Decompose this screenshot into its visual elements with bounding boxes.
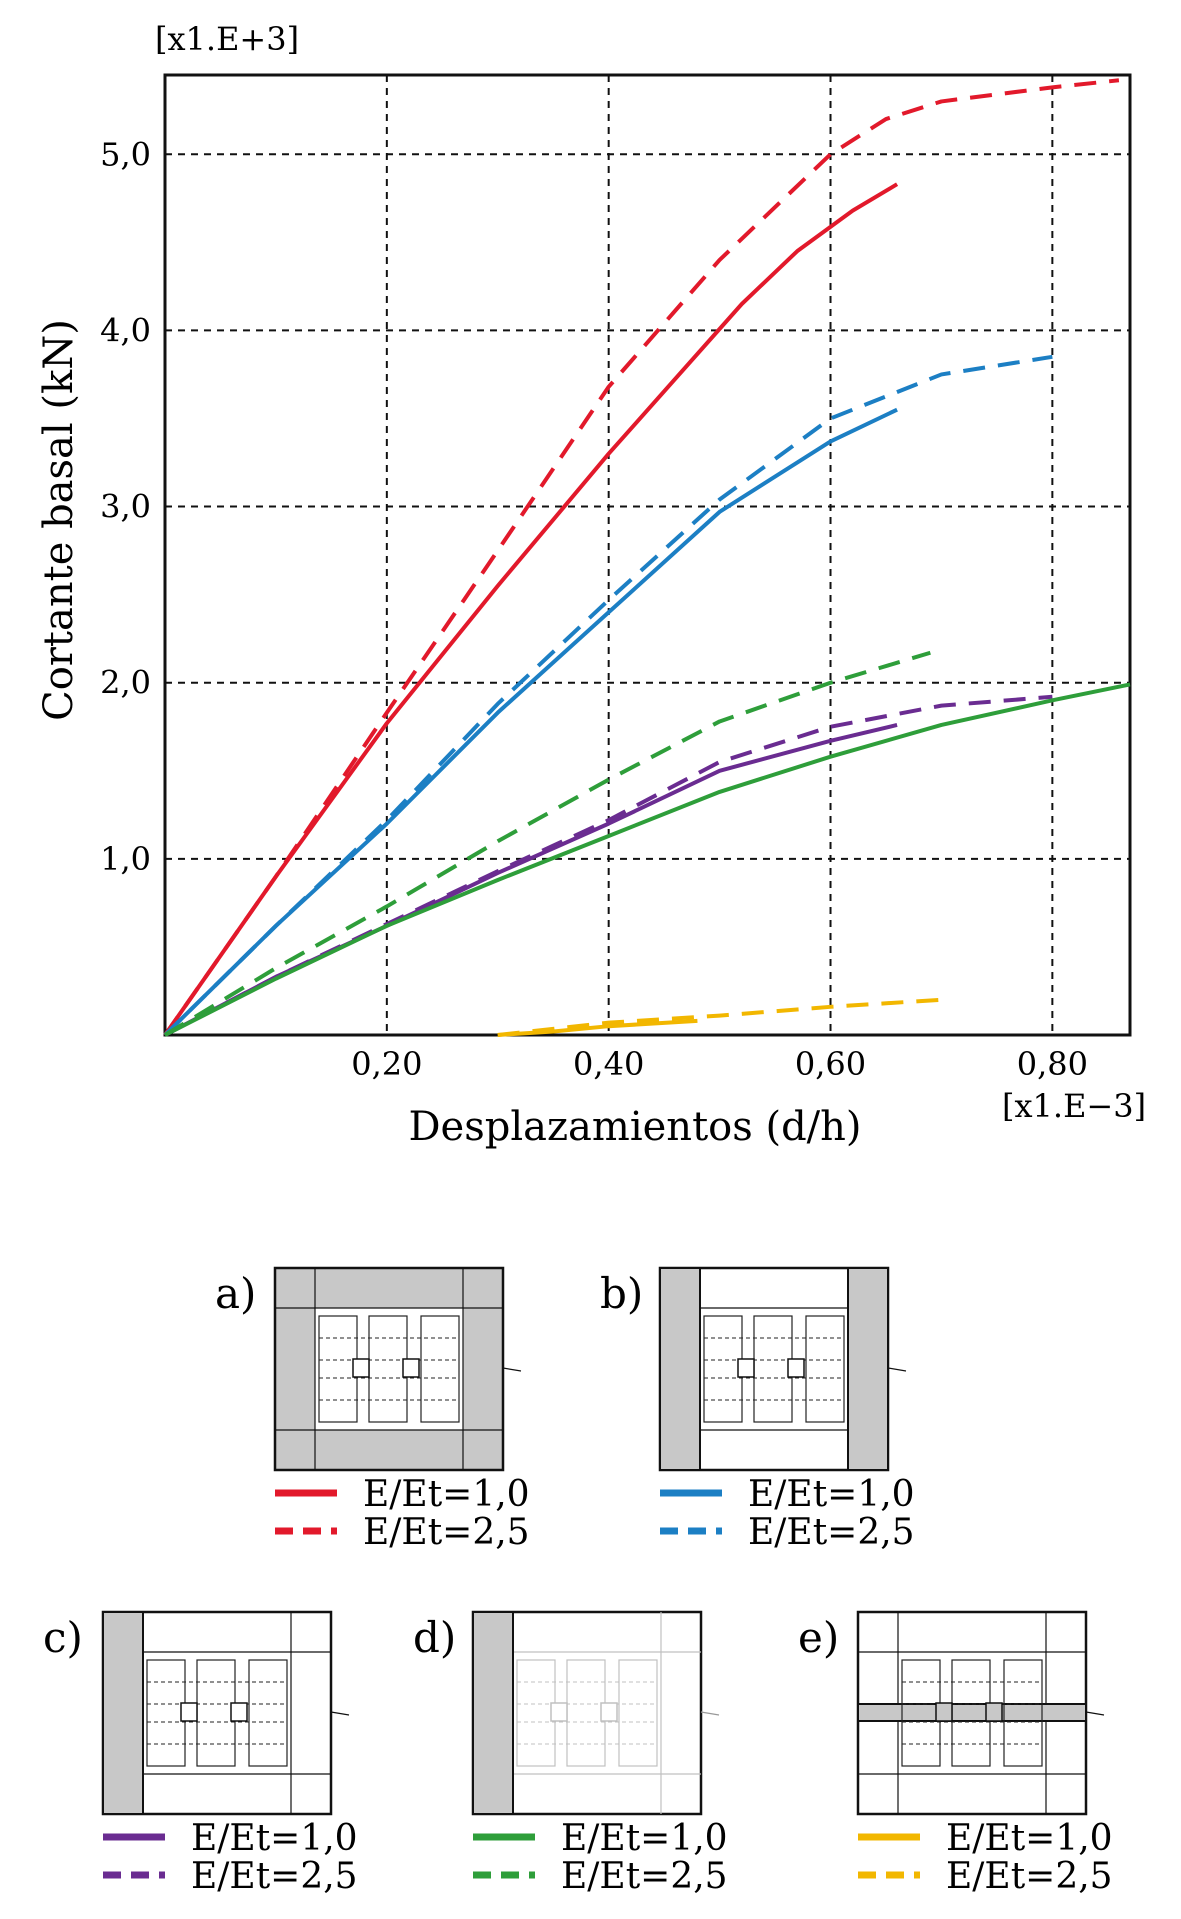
y-multiplier-label: [x1.E+3] <box>155 20 299 58</box>
series-line-d-solid <box>164 682 1131 1037</box>
infill-column-right <box>847 1267 889 1471</box>
y-tick-label: 3,0 <box>100 488 151 526</box>
y-tick-label: 4,0 <box>100 311 151 349</box>
y-axis-label: Cortante basal (kN) <box>36 319 82 721</box>
x-tick-label: 0,60 <box>795 1045 866 1083</box>
load-tick <box>700 1711 720 1716</box>
core-block <box>805 1315 845 1423</box>
legend-label-solid: E/Et=1,0 <box>946 1818 1113 1859</box>
panel-tag: d) <box>413 1613 456 1662</box>
series-line-a-dashed <box>163 78 1120 1037</box>
panel-tag: b) <box>600 1269 643 1318</box>
x-tick-label: 0,80 <box>1017 1045 1088 1083</box>
core-block <box>420 1315 460 1423</box>
opening <box>315 1308 463 1430</box>
legend-label-solid: E/Et=1,0 <box>363 1474 530 1515</box>
load-tick <box>502 1367 522 1372</box>
core-node <box>402 1358 420 1378</box>
panel-tag: e) <box>798 1613 839 1662</box>
load-tick <box>330 1711 350 1716</box>
y-tick-label: 1,0 <box>100 840 151 878</box>
core-node <box>737 1358 755 1378</box>
wall-panel-a: a) E/Et=1,0E/Et=2,5 <box>215 1266 530 1553</box>
core-block <box>566 1659 606 1767</box>
core-node <box>550 1702 568 1722</box>
series-line-e-solid <box>497 1018 698 1037</box>
series-layer <box>163 78 1131 1037</box>
series-line-b-dashed <box>163 354 1053 1037</box>
series-line-d-dashed <box>163 650 931 1037</box>
panel-tag: a) <box>215 1269 256 1318</box>
infill-column-left <box>659 1267 701 1471</box>
core-node <box>935 1702 953 1722</box>
ticks: 0,20 0,40 0,60 0,80 1,0 2,0 3,0 4,0 5,0 <box>100 135 1088 1083</box>
core-block <box>196 1659 236 1767</box>
y-tick-label: 5,0 <box>100 135 151 173</box>
wall-panel-d: d) E/Et=1,0E/Et=2,5 <box>413 1610 728 1897</box>
x-tick-label: 0,20 <box>351 1045 422 1083</box>
legend-label-dashed: E/Et=2,5 <box>191 1856 358 1897</box>
legend-label-dashed: E/Et=2,5 <box>946 1856 1113 1897</box>
legend-label-dashed: E/Et=2,5 <box>748 1512 915 1553</box>
legend-label-solid: E/Et=1,0 <box>748 1474 915 1515</box>
load-tick <box>887 1367 907 1372</box>
x-multiplier-label: [x1.E−3] <box>1002 1087 1146 1125</box>
core-node <box>230 1702 248 1722</box>
core-block <box>753 1315 793 1423</box>
legend-label-dashed: E/Et=2,5 <box>363 1512 530 1553</box>
infill-column-left <box>102 1611 144 1815</box>
infill-column-left <box>472 1611 514 1815</box>
core-block <box>516 1659 556 1767</box>
y-tick-label: 2,0 <box>100 664 151 702</box>
core-node <box>180 1702 198 1722</box>
core-node <box>985 1702 1003 1722</box>
wall-panel-c: c) E/Et=1,0E/Et=2,5 <box>43 1610 358 1897</box>
infill-band <box>857 1703 1087 1722</box>
x-axis-label: Desplazamientos (d/h) <box>408 1104 861 1150</box>
core-block <box>1003 1659 1043 1767</box>
core-block <box>248 1659 288 1767</box>
grid <box>165 75 1130 1036</box>
wall-panel-e: e) E/Et=1,0E/Et=2,5 <box>798 1610 1113 1897</box>
core-node <box>787 1358 805 1378</box>
core-block <box>146 1659 186 1767</box>
core-node <box>352 1358 370 1378</box>
panel-tag: c) <box>43 1613 83 1662</box>
legend-label-solid: E/Et=1,0 <box>191 1818 358 1859</box>
legend-label-solid: E/Et=1,0 <box>561 1818 728 1859</box>
series-line-c-dashed <box>164 694 1053 1037</box>
core-node <box>600 1702 618 1722</box>
x-tick-label: 0,40 <box>573 1045 644 1083</box>
legend-label-dashed: E/Et=2,5 <box>561 1856 728 1897</box>
wall-panel-b: b) E/Et=1,0E/Et=2,5 <box>600 1266 915 1553</box>
core-block <box>703 1315 743 1423</box>
core-block <box>618 1659 658 1767</box>
series-line-e-dashed <box>497 997 942 1037</box>
load-tick <box>1085 1711 1105 1716</box>
wall-outline <box>273 1266 505 1472</box>
